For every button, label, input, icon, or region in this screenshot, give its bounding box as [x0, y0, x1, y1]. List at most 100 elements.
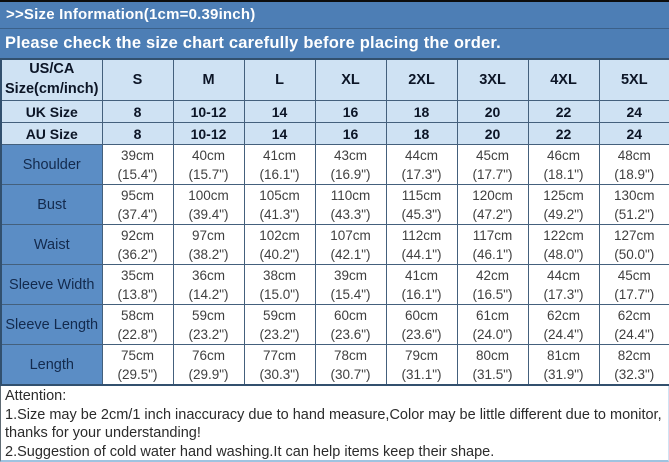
size-value-cell: 16	[315, 101, 386, 123]
row-label: AU Size	[1, 123, 102, 145]
measurement-cm: 130cm	[600, 186, 669, 205]
measurement-cell: 45cm(17.7")	[599, 265, 669, 305]
measurement-cm: 39cm	[103, 146, 173, 165]
measurement-inch: (23.6")	[387, 325, 457, 344]
measurement-cm: 44cm	[529, 266, 599, 285]
measurement-cell: 36cm(14.2")	[173, 265, 244, 305]
measurement-inch: (16.1")	[387, 285, 457, 304]
measurement-cm: 112cm	[387, 226, 457, 245]
measurement-cm: 81cm	[529, 346, 599, 365]
measurement-cell: 45cm(17.7")	[457, 145, 528, 185]
attention-note: 1.Size may be 2cm/1 inch inaccuracy due …	[5, 406, 664, 443]
measurement-cm: 60cm	[387, 306, 457, 325]
measurement-cell: 46cm(18.1")	[528, 145, 599, 185]
measurement-cell: 81cm(31.9")	[528, 345, 599, 386]
size-value-cell: 14	[244, 101, 315, 123]
measurement-cm: 92cm	[103, 226, 173, 245]
measurement-cell: 127cm(50.0")	[599, 225, 669, 265]
size-info-banner: >>Size Information(1cm=0.39inch) Please …	[0, 0, 669, 58]
measurement-cell: 42cm(16.5")	[457, 265, 528, 305]
measurement-inch: (24.4")	[600, 325, 669, 344]
measurement-cm: 44cm	[387, 146, 457, 165]
measurement-inch: (40.2")	[245, 245, 315, 264]
measurement-cell: 41cm(16.1")	[386, 265, 457, 305]
measurement-cm: 35cm	[103, 266, 173, 285]
size-value-cell: 10-12	[173, 123, 244, 145]
measurement-inch: (15.7")	[174, 165, 244, 184]
measurement-cell: 107cm(42.1")	[315, 225, 386, 265]
measurement-cm: 62cm	[529, 306, 599, 325]
measurement-cell: 44cm(17.3")	[386, 145, 457, 185]
measurement-cell: 97cm(38.2")	[173, 225, 244, 265]
row-label: UK Size	[1, 101, 102, 123]
measurement-inch: (23.2")	[245, 325, 315, 344]
measurement-cm: 117cm	[458, 226, 528, 245]
measurement-cell: 117cm(46.1")	[457, 225, 528, 265]
measurement-cm: 45cm	[600, 266, 669, 285]
size-value-cell: 18	[386, 101, 457, 123]
measurement-inch: (31.9")	[529, 365, 599, 384]
measurement-cell: 122cm(48.0")	[528, 225, 599, 265]
measurement-inch: (24.0")	[458, 325, 528, 344]
measurement-cm: 58cm	[103, 306, 173, 325]
measurement-inch: (48.0")	[529, 245, 599, 264]
measurement-cm: 107cm	[316, 226, 386, 245]
size-column-header: 4XL	[528, 59, 599, 101]
measurement-inch: (29.5")	[103, 365, 173, 384]
measurement-label: Sleeve Width	[1, 265, 102, 305]
size-column-header: XL	[315, 59, 386, 101]
size-value-cell: 24	[599, 101, 669, 123]
attention-section: Attention: 1.Size may be 2cm/1 inch inac…	[0, 386, 669, 462]
measurement-inch: (31.1")	[387, 365, 457, 384]
measurement-cm: 78cm	[316, 346, 386, 365]
measurement-cm: 95cm	[103, 186, 173, 205]
measurement-inch: (22.8")	[103, 325, 173, 344]
measurement-inch: (39.4")	[174, 205, 244, 224]
measurement-cm: 102cm	[245, 226, 315, 245]
measurement-inch: (51.2")	[600, 205, 669, 224]
attention-notes: 1.Size may be 2cm/1 inch inaccuracy due …	[5, 406, 664, 462]
measurement-cell: 61cm(24.0")	[457, 305, 528, 345]
measurement-cell: 39cm(15.4")	[102, 145, 173, 185]
measurement-inch: (50.0")	[600, 245, 669, 264]
measurement-cm: 79cm	[387, 346, 457, 365]
size-column-header: L	[244, 59, 315, 101]
measurement-cell: 43cm(16.9")	[315, 145, 386, 185]
measurement-cm: 41cm	[245, 146, 315, 165]
measurement-cell: 62cm(24.4")	[599, 305, 669, 345]
measurement-cell: 39cm(15.4")	[315, 265, 386, 305]
measurement-inch: (15.0")	[245, 285, 315, 304]
measurement-inch: (16.5")	[458, 285, 528, 304]
measurement-cm: 127cm	[600, 226, 669, 245]
measurement-inch: (45.3")	[387, 205, 457, 224]
measurement-cell: 120cm(47.2")	[457, 185, 528, 225]
size-value-cell: 8	[102, 101, 173, 123]
measurement-inch: (42.1")	[316, 245, 386, 264]
measurement-cell: 38cm(15.0")	[244, 265, 315, 305]
corner-header-line: US/CA	[2, 60, 102, 80]
measurement-cm: 115cm	[387, 186, 457, 205]
size-column-header: 5XL	[599, 59, 669, 101]
banner-subtitle: Please check the size chart carefully be…	[0, 29, 669, 58]
measurement-label: Sleeve Length	[1, 305, 102, 345]
size-column-header: M	[173, 59, 244, 101]
measurement-cell: 80cm(31.5")	[457, 345, 528, 386]
measurement-cell: 115cm(45.3")	[386, 185, 457, 225]
measurement-cm: 100cm	[174, 186, 244, 205]
measurement-cm: 75cm	[103, 346, 173, 365]
size-value-cell: 20	[457, 123, 528, 145]
measurement-inch: (18.1")	[529, 165, 599, 184]
size-value-cell: 10-12	[173, 101, 244, 123]
measurement-cm: 45cm	[458, 146, 528, 165]
size-value-cell: 18	[386, 123, 457, 145]
measurement-cell: 112cm(44.1")	[386, 225, 457, 265]
measurement-cm: 39cm	[316, 266, 386, 285]
size-column-header: 3XL	[457, 59, 528, 101]
measurement-cell: 58cm(22.8")	[102, 305, 173, 345]
measurement-cm: 125cm	[529, 186, 599, 205]
measurement-cell: 79cm(31.1")	[386, 345, 457, 386]
